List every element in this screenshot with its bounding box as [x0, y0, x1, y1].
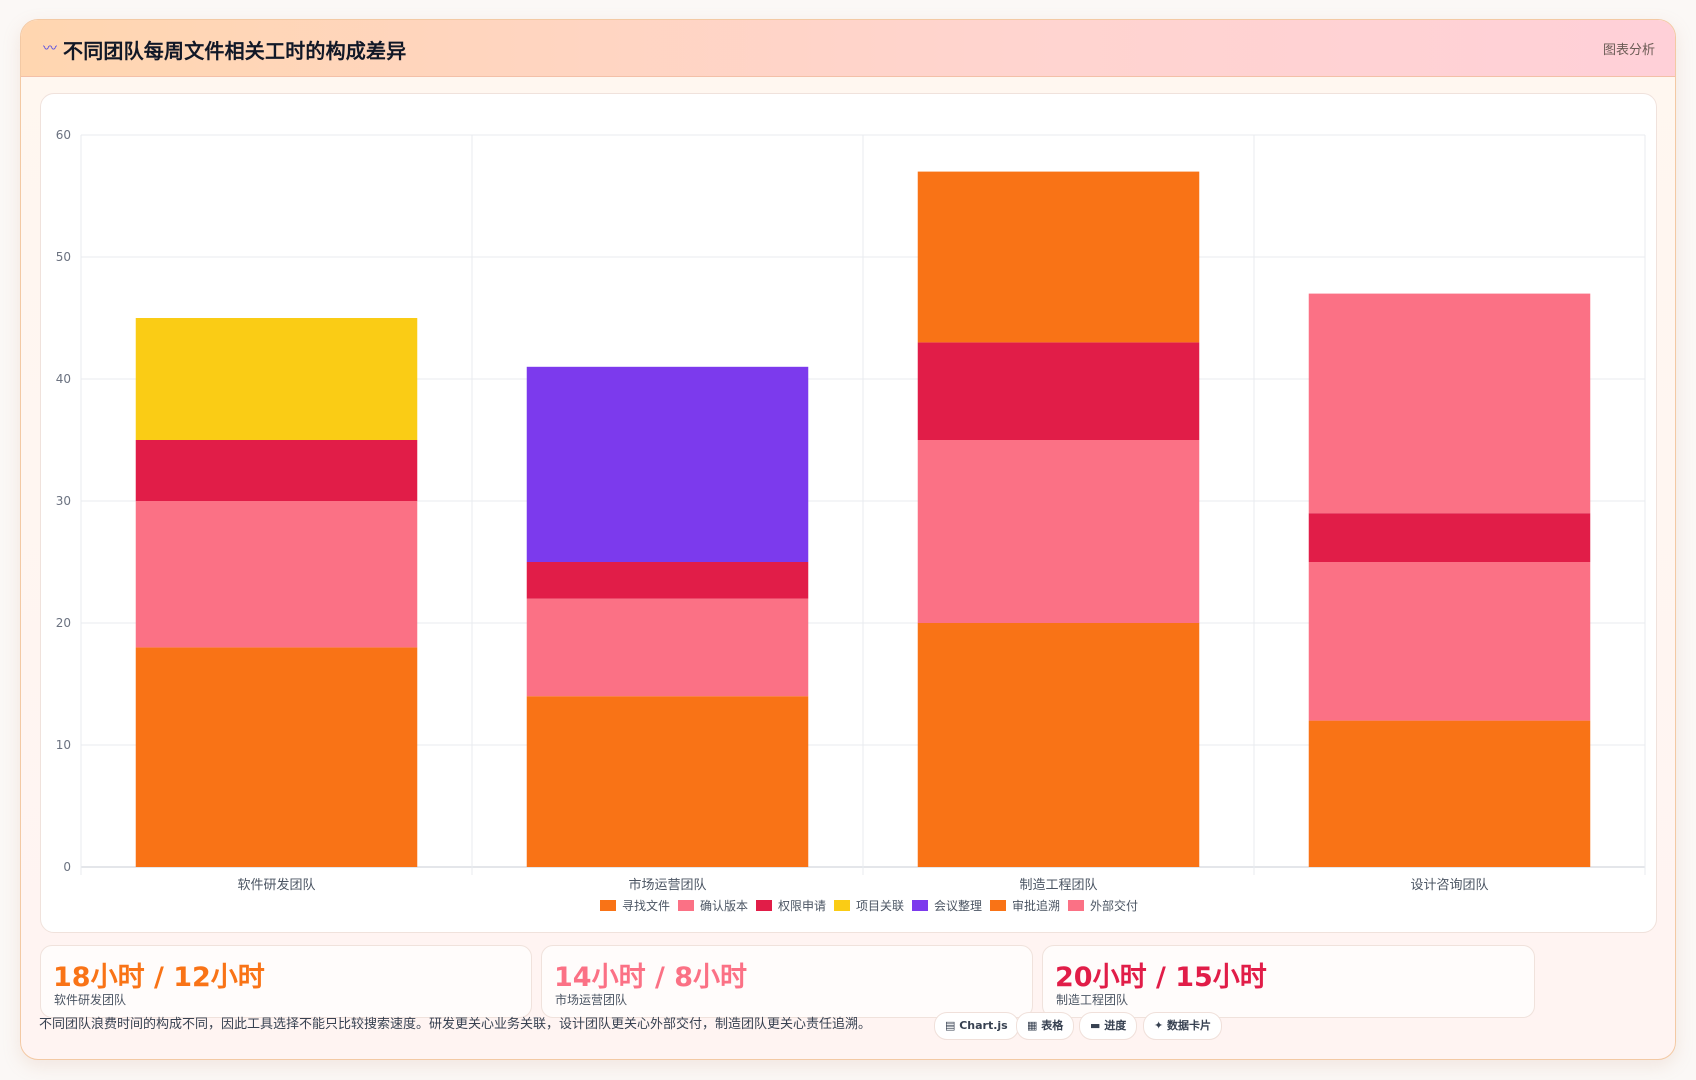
y-tick-label: 10 [56, 738, 71, 752]
legend-label: 确认版本 [700, 899, 748, 913]
legend-label: 寻找文件 [622, 898, 670, 913]
progress-pill[interactable]: ▬ 进度 [1079, 1012, 1138, 1040]
bar-segment [526, 562, 809, 599]
stat-label: 软件研发团队 [54, 993, 127, 1007]
legend-swatch [912, 900, 928, 911]
legend-swatch [1068, 900, 1084, 911]
stat-card-software: 18小时 / 12小时 软件研发团队 [40, 945, 532, 1018]
card-header: 〰 不同团队每周文件相关工时的构成差异 图表分析 [21, 20, 1675, 77]
stat-value: 18小时 / 12小时 [53, 962, 265, 993]
bar-segment [526, 598, 809, 697]
bar-segment [1308, 720, 1591, 867]
chartjs-pill[interactable]: ▤ Chart.js [934, 1012, 1019, 1040]
y-tick-label: 20 [56, 616, 71, 630]
bar-segment [135, 440, 418, 501]
legend-swatch [756, 900, 772, 911]
stat-value: 20小时 / 15小时 [1055, 962, 1267, 993]
y-tick-label: 60 [56, 128, 71, 142]
stat-card-marketing: 14小时 / 8小时 市场运营团队 [541, 945, 1033, 1018]
x-tick-label: 制造工程团队 [1019, 878, 1097, 893]
dashboard-card: 〰 不同团队每周文件相关工时的构成差异 图表分析 0 10 20 30 40 50 60 软件… [20, 19, 1676, 1060]
y-tick-label: 40 [56, 372, 71, 386]
legend-swatch [600, 900, 616, 911]
stat-label: 制造工程团队 [1056, 993, 1129, 1007]
legend-swatch [678, 900, 694, 911]
stat-card-manufacturing: 20小时 / 15小时 制造工程团队 [1042, 945, 1535, 1018]
bar-segment [917, 171, 1200, 343]
bar-segment [1308, 562, 1591, 721]
bar-segment [1308, 513, 1591, 562]
data-card-pill[interactable]: ✦ 数据卡片 [1143, 1012, 1223, 1040]
legend-swatch [990, 900, 1006, 911]
legend-label: 审批追溯 [1012, 898, 1060, 913]
bar-segment [526, 366, 809, 562]
bar-segment [135, 318, 418, 440]
bar-segment [917, 623, 1200, 867]
y-tick-label: 30 [56, 494, 71, 508]
table-pill[interactable]: ▦ 表格 [1016, 1012, 1075, 1040]
chart-panel: 0 10 20 30 40 50 60 软件研发团队 市场运营团队 制造工程团队 设计咨询团队寻找文… [40, 93, 1657, 933]
bar-segment [135, 501, 418, 648]
x-tick-label: 设计咨询团队 [1410, 878, 1488, 893]
chart-title: 不同团队每周文件相关工时的构成差异 [63, 39, 407, 63]
bar-segment [135, 647, 418, 867]
legend-label: 外部交付 [1090, 898, 1138, 913]
legend-swatch [834, 900, 850, 911]
stat-label: 市场运营团队 [555, 993, 628, 1007]
bar-segment [917, 342, 1200, 440]
y-tick-label: 50 [56, 250, 71, 264]
stat-value: 14小时 / 8小时 [554, 962, 748, 993]
y-tick-label: 0 [63, 860, 71, 874]
legend-label: 项目关联 [856, 899, 904, 913]
legend-label: 会议整理 [934, 898, 982, 913]
bar-segment [1308, 293, 1591, 514]
x-tick-label: 软件研发团队 [237, 877, 315, 893]
bar-segment [917, 440, 1200, 623]
legend-label: 权限申请 [778, 899, 826, 913]
bar-segment [526, 696, 809, 867]
summary-note: 不同团队浪费时间的构成不同，因此工具选择不能只比较搜索速度。研发更关心业务关联，… [39, 1017, 872, 1032]
wave-icon: 〰 [43, 41, 57, 57]
stacked-bar-chart: 0 10 20 30 40 50 60 软件研发团队 市场运营团队 制造工程团队 设计咨询团队寻找文… [56, 128, 1646, 913]
x-tick-label: 市场运营团队 [628, 877, 706, 893]
chart-analysis-tag: 图表分析 [1602, 43, 1655, 58]
